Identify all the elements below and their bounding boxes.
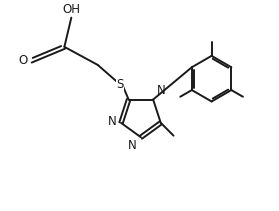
Text: N: N (157, 84, 166, 97)
Text: OH: OH (62, 3, 80, 16)
Text: S: S (116, 78, 124, 91)
Text: N: N (108, 115, 117, 128)
Text: O: O (18, 54, 28, 67)
Text: N: N (128, 139, 137, 153)
